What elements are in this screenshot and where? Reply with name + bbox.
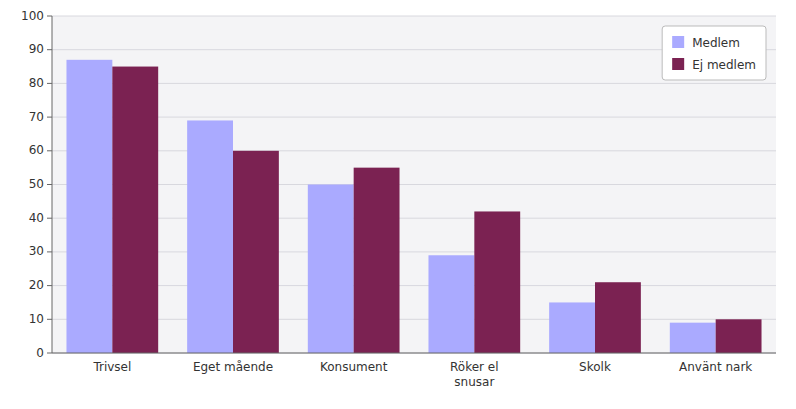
category-label: Använt nark xyxy=(679,360,752,374)
plot-area xyxy=(52,16,776,353)
grid-line xyxy=(52,150,776,151)
bar xyxy=(66,60,112,353)
bar xyxy=(716,319,762,353)
legend-label: Medlem xyxy=(692,36,740,50)
x-axis: Trivsel Eget mående Konsument Röker elsnusa… xyxy=(92,360,752,389)
tick-label: 20 xyxy=(29,278,44,292)
bar xyxy=(233,151,279,353)
bar xyxy=(474,211,520,353)
tick-mark xyxy=(47,184,52,185)
tick-label: 40 xyxy=(29,211,44,225)
bar xyxy=(549,302,595,353)
series xyxy=(112,67,761,353)
bar xyxy=(428,255,474,353)
category-label: Eget mående xyxy=(193,360,273,374)
tick-label: 50 xyxy=(29,177,44,191)
tick-mark xyxy=(47,218,52,219)
y-axis-line xyxy=(52,16,53,353)
chart-container: 0 10 20 30 40 50 60 70 80 90 100 Trivsel Eget mående… xyxy=(0,0,796,409)
series xyxy=(66,60,715,353)
y-axis: 0 10 20 30 40 50 60 70 80 90 100 xyxy=(21,9,52,360)
grid-line xyxy=(52,319,776,320)
grid xyxy=(52,16,776,353)
tick-mark xyxy=(47,285,52,286)
grid-line xyxy=(52,285,776,286)
bar xyxy=(112,67,158,353)
tick-mark xyxy=(47,83,52,84)
bars xyxy=(66,60,761,353)
tick-label: 0 xyxy=(36,346,44,360)
category-label: Konsument xyxy=(320,360,388,374)
tick-label: 100 xyxy=(21,9,44,23)
legend-box xyxy=(662,26,766,80)
tick-label: 10 xyxy=(29,312,44,326)
tick-label: 80 xyxy=(29,76,44,90)
bar xyxy=(595,282,641,353)
grid-line xyxy=(52,117,776,118)
grid-line xyxy=(52,83,776,84)
tick-mark xyxy=(47,16,52,17)
grid-line xyxy=(52,184,776,185)
category-label: Röker elsnusar xyxy=(450,360,499,389)
tick-mark xyxy=(47,117,52,118)
bar xyxy=(187,120,233,353)
grid-line xyxy=(52,218,776,219)
bar xyxy=(670,323,716,353)
legend: Medlem Ej medlem xyxy=(662,26,766,80)
x-axis-line xyxy=(52,353,776,354)
tick-mark xyxy=(47,319,52,320)
tick-label: 60 xyxy=(29,143,44,157)
legend-label: Ej medlem xyxy=(692,58,756,72)
tick-label: 70 xyxy=(29,110,44,124)
legend-swatch xyxy=(672,58,684,70)
tick-mark xyxy=(47,49,52,50)
grid-line xyxy=(52,16,776,17)
bar xyxy=(308,185,354,354)
tick-label: 30 xyxy=(29,244,44,258)
grid-line xyxy=(52,353,776,354)
tick-label: 90 xyxy=(29,42,44,56)
chart: 0 10 20 30 40 50 60 70 80 90 100 Trivsel Eget mående… xyxy=(0,0,796,409)
grid-line xyxy=(52,251,776,252)
tick-mark xyxy=(47,353,52,354)
category-label: Trivsel xyxy=(92,360,131,374)
tick-mark xyxy=(47,251,52,252)
bar xyxy=(354,168,400,353)
legend-swatch xyxy=(672,36,684,48)
tick-mark xyxy=(47,150,52,151)
category-label: Skolk xyxy=(579,360,611,374)
